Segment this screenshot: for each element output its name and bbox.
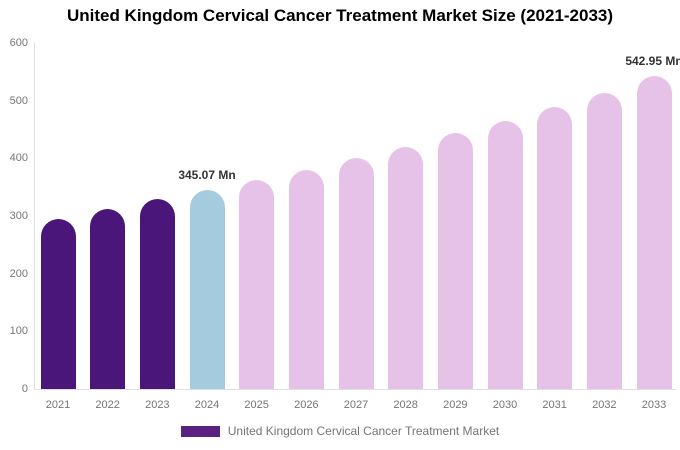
legend-swatch[interactable] [180,425,220,437]
bar-2021[interactable] [40,218,76,389]
bar-2026[interactable] [288,169,324,389]
y-tick-label: 200 [9,267,28,280]
legend: United Kingdom Cervical Cancer Treatment… [0,424,680,438]
x-tick-label: 2030 [492,399,518,411]
legend-label[interactable]: United Kingdom Cervical Cancer Treatment… [227,424,500,438]
x-tick-label: 2026 [294,399,319,411]
bar-2032[interactable] [586,93,622,389]
bar-2029[interactable] [437,132,473,389]
x-tick-label: 2021 [45,399,71,411]
x-tick-label: 2023 [145,399,170,411]
y-tick-label: 0 [21,383,28,395]
y-tick-label: 300 [9,210,28,222]
x-tick-label: 2031 [542,399,567,411]
bar-2028[interactable] [388,146,424,389]
y-tick-label: 500 [9,94,28,107]
bar-2024[interactable] [189,190,225,389]
x-axis-line [34,389,676,390]
bar-2025[interactable] [239,180,275,389]
chart-title: United Kingdom Cervical Cancer Treatment… [66,6,614,25]
y-axis-line [34,43,35,389]
x-tick-label: 2027 [343,399,369,411]
x-tick-label: 2022 [95,399,120,411]
bar-2030[interactable] [487,120,523,389]
bar-value-label: 542.95 Mn [625,53,680,68]
bar-value-label: 345.07 Mn [178,168,236,182]
bar-2023[interactable] [139,198,175,389]
y-tick-label: 400 [9,152,28,165]
x-tick-label: 2024 [194,399,220,411]
x-tick-label: 2032 [592,399,617,411]
y-tick-label: 600 [9,37,28,49]
x-tick-label: 2028 [393,399,418,411]
x-tick-label: 2025 [244,399,269,411]
x-tick-label: 2029 [443,399,468,411]
bar-2027[interactable] [338,158,374,389]
bar-2031[interactable] [537,107,573,389]
bar-2022[interactable] [90,209,126,389]
x-tick-label: 2033 [641,399,667,411]
y-tick-label: 100 [9,325,28,338]
bar-2033[interactable] [636,75,672,389]
